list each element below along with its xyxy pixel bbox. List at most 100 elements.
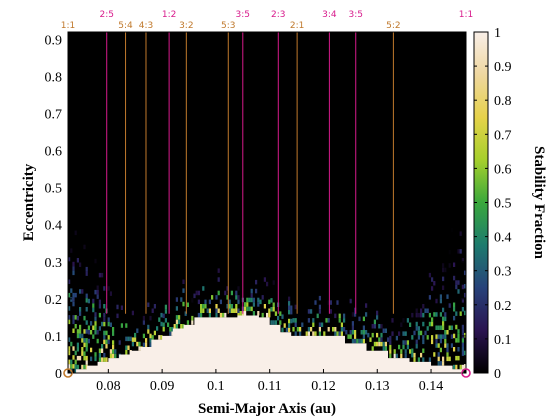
stability-cell: [85, 329, 88, 334]
stability-cell: [252, 311, 255, 316]
stability-cell: [376, 315, 379, 320]
stability-cell: [450, 325, 453, 330]
stability-cell: [349, 334, 352, 339]
stability-cell: [112, 344, 115, 350]
stability-cell: [413, 330, 416, 336]
stability-cell: [461, 329, 464, 334]
stability-cell: [371, 324, 374, 329]
stability-cell: [68, 319, 71, 325]
stability-cell: [343, 327, 346, 332]
stability-cell: [79, 311, 82, 316]
stability-cell: [415, 344, 418, 349]
stability-cell: [338, 331, 341, 336]
stability-cell: [288, 305, 291, 310]
stability-cell: [98, 326, 101, 331]
stability-cell: [318, 322, 321, 327]
stability-cell: [98, 352, 101, 358]
stability-cell: [351, 325, 354, 330]
stability-cell: [85, 355, 88, 361]
stability-cell: [312, 331, 315, 336]
stability-cell: [457, 280, 460, 285]
resonance-label: 1:2: [162, 10, 176, 20]
stability-cell: [114, 349, 117, 354]
stability-cell: [453, 275, 456, 281]
stability-cell: [391, 331, 394, 336]
stability-cell: [417, 312, 420, 318]
stability-cell: [105, 339, 108, 345]
stability-cell: [101, 357, 104, 362]
stability-cell: [428, 272, 431, 278]
stability-cell: [79, 289, 82, 294]
stability-cell: [257, 311, 260, 316]
stability-cell: [125, 345, 128, 350]
stability-cell: [222, 312, 225, 318]
stability-cell: [76, 364, 79, 370]
stability-cell: [442, 285, 445, 290]
stability-cell: [455, 355, 458, 361]
stability-cell: [200, 308, 203, 313]
stability-cell: [415, 339, 418, 345]
stability-cell: [354, 312, 357, 317]
colorbar-tick-label: 0.7: [494, 128, 512, 143]
stability-cell: [105, 330, 108, 336]
stability-cell: [435, 334, 438, 339]
stability-cell: [195, 290, 198, 296]
stability-cell: [237, 308, 240, 313]
stability-cell: [389, 335, 392, 341]
stability-cell: [94, 352, 97, 357]
stability-cell: [83, 329, 86, 334]
stability-cell: [90, 330, 93, 335]
stability-cell: [87, 338, 90, 344]
stability-cell: [74, 359, 77, 365]
stability-cell: [87, 330, 90, 335]
stability-cell: [307, 327, 310, 332]
stability-cell: [250, 306, 253, 312]
stability-cell: [442, 325, 445, 330]
stability-cell: [68, 257, 71, 262]
stability-cell: [200, 304, 203, 309]
stability-cell: [235, 295, 238, 300]
stability-cell: [96, 285, 99, 290]
stability-cell: [349, 298, 352, 304]
stability-cell: [448, 249, 451, 255]
stability-cell: [85, 307, 88, 312]
y-tick-label: 0.8: [45, 70, 63, 85]
colorbar-tick-label: 1: [494, 26, 501, 41]
stability-cell: [266, 281, 269, 287]
stability-cell: [147, 329, 150, 334]
unstable-scatter-layer: [68, 227, 466, 373]
stability-cell: [382, 346, 385, 351]
stability-cell: [411, 312, 414, 318]
stability-cell: [191, 320, 194, 325]
stability-cell: [409, 349, 412, 354]
stability-cell: [424, 330, 427, 336]
stability-cell: [428, 295, 431, 300]
x-tick-label: 0.14: [419, 379, 444, 394]
stability-cell: [156, 326, 159, 331]
stability-cell: [318, 331, 321, 336]
stability-cell: [208, 299, 211, 305]
stability-cell: [360, 338, 363, 344]
stability-cell: [439, 361, 442, 366]
stability-cell: [376, 341, 379, 347]
stability-cell: [125, 323, 128, 328]
stability-cell: [281, 314, 284, 319]
stability-cell: [464, 364, 466, 369]
stability-cell: [400, 353, 403, 359]
stability-cell: [263, 304, 266, 309]
stability-cell: [68, 364, 71, 369]
stability-cell: [215, 295, 218, 300]
stability-cell: [105, 357, 108, 362]
stability-cell: [76, 329, 79, 334]
y-tick-label: 0.7: [45, 108, 63, 123]
stability-cell: [158, 317, 161, 322]
stability-cell: [347, 334, 350, 339]
stability-cell: [169, 327, 172, 332]
stability-cell: [459, 231, 462, 236]
y-tick-label: 0: [55, 367, 62, 382]
stability-cell: [268, 299, 271, 305]
colorbar-tick-label: 0.2: [494, 299, 512, 314]
stability-cell: [307, 300, 310, 305]
stability-cell: [68, 292, 71, 298]
stability-cell: [81, 333, 84, 339]
